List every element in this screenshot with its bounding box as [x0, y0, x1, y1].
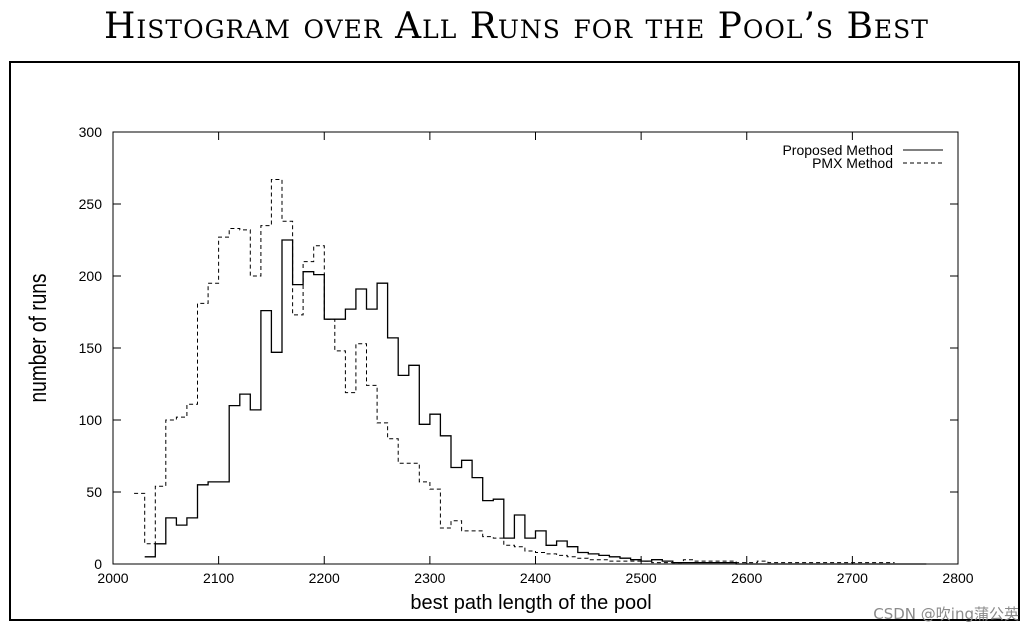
y-tick-label: 100	[79, 412, 103, 428]
x-tick-label: 2200	[309, 570, 340, 586]
y-tick-label: 150	[79, 340, 103, 356]
y-tick-label: 0	[94, 556, 102, 572]
x-tick-label: 2000	[97, 570, 128, 586]
chart-frame	[9, 61, 1020, 621]
x-axis-label: best path length of the pool	[410, 592, 651, 614]
y-tick-label: 50	[86, 484, 102, 500]
x-tick-label: 2300	[414, 570, 445, 586]
y-tick-label: 250	[79, 196, 103, 212]
x-tick-label: 2100	[203, 570, 234, 586]
x-tick-label: 2700	[837, 570, 868, 586]
series-line-proposed	[144, 239, 927, 565]
x-tick-label: 2600	[731, 570, 762, 586]
x-tick-label: 2400	[520, 570, 551, 586]
legend: Proposed Method PMX Method	[782, 142, 943, 171]
x-tick-label: 2800	[942, 570, 973, 586]
plot-area	[112, 131, 959, 565]
legend-label-proposed: Proposed Method	[782, 142, 893, 158]
x-tick-label: 2500	[626, 570, 657, 586]
chart-title: Histogram over All Runs for the Pool’s B…	[104, 6, 929, 47]
watermark: CSDN @吹ing蒲公英	[873, 605, 1019, 623]
legend-label-pmx: PMX Method	[812, 155, 893, 171]
y-tick-label: 200	[79, 268, 103, 284]
y-axis-label: number of runs	[24, 273, 52, 402]
y-tick-label: 300	[79, 124, 103, 140]
series-line-pmx	[134, 179, 895, 564]
